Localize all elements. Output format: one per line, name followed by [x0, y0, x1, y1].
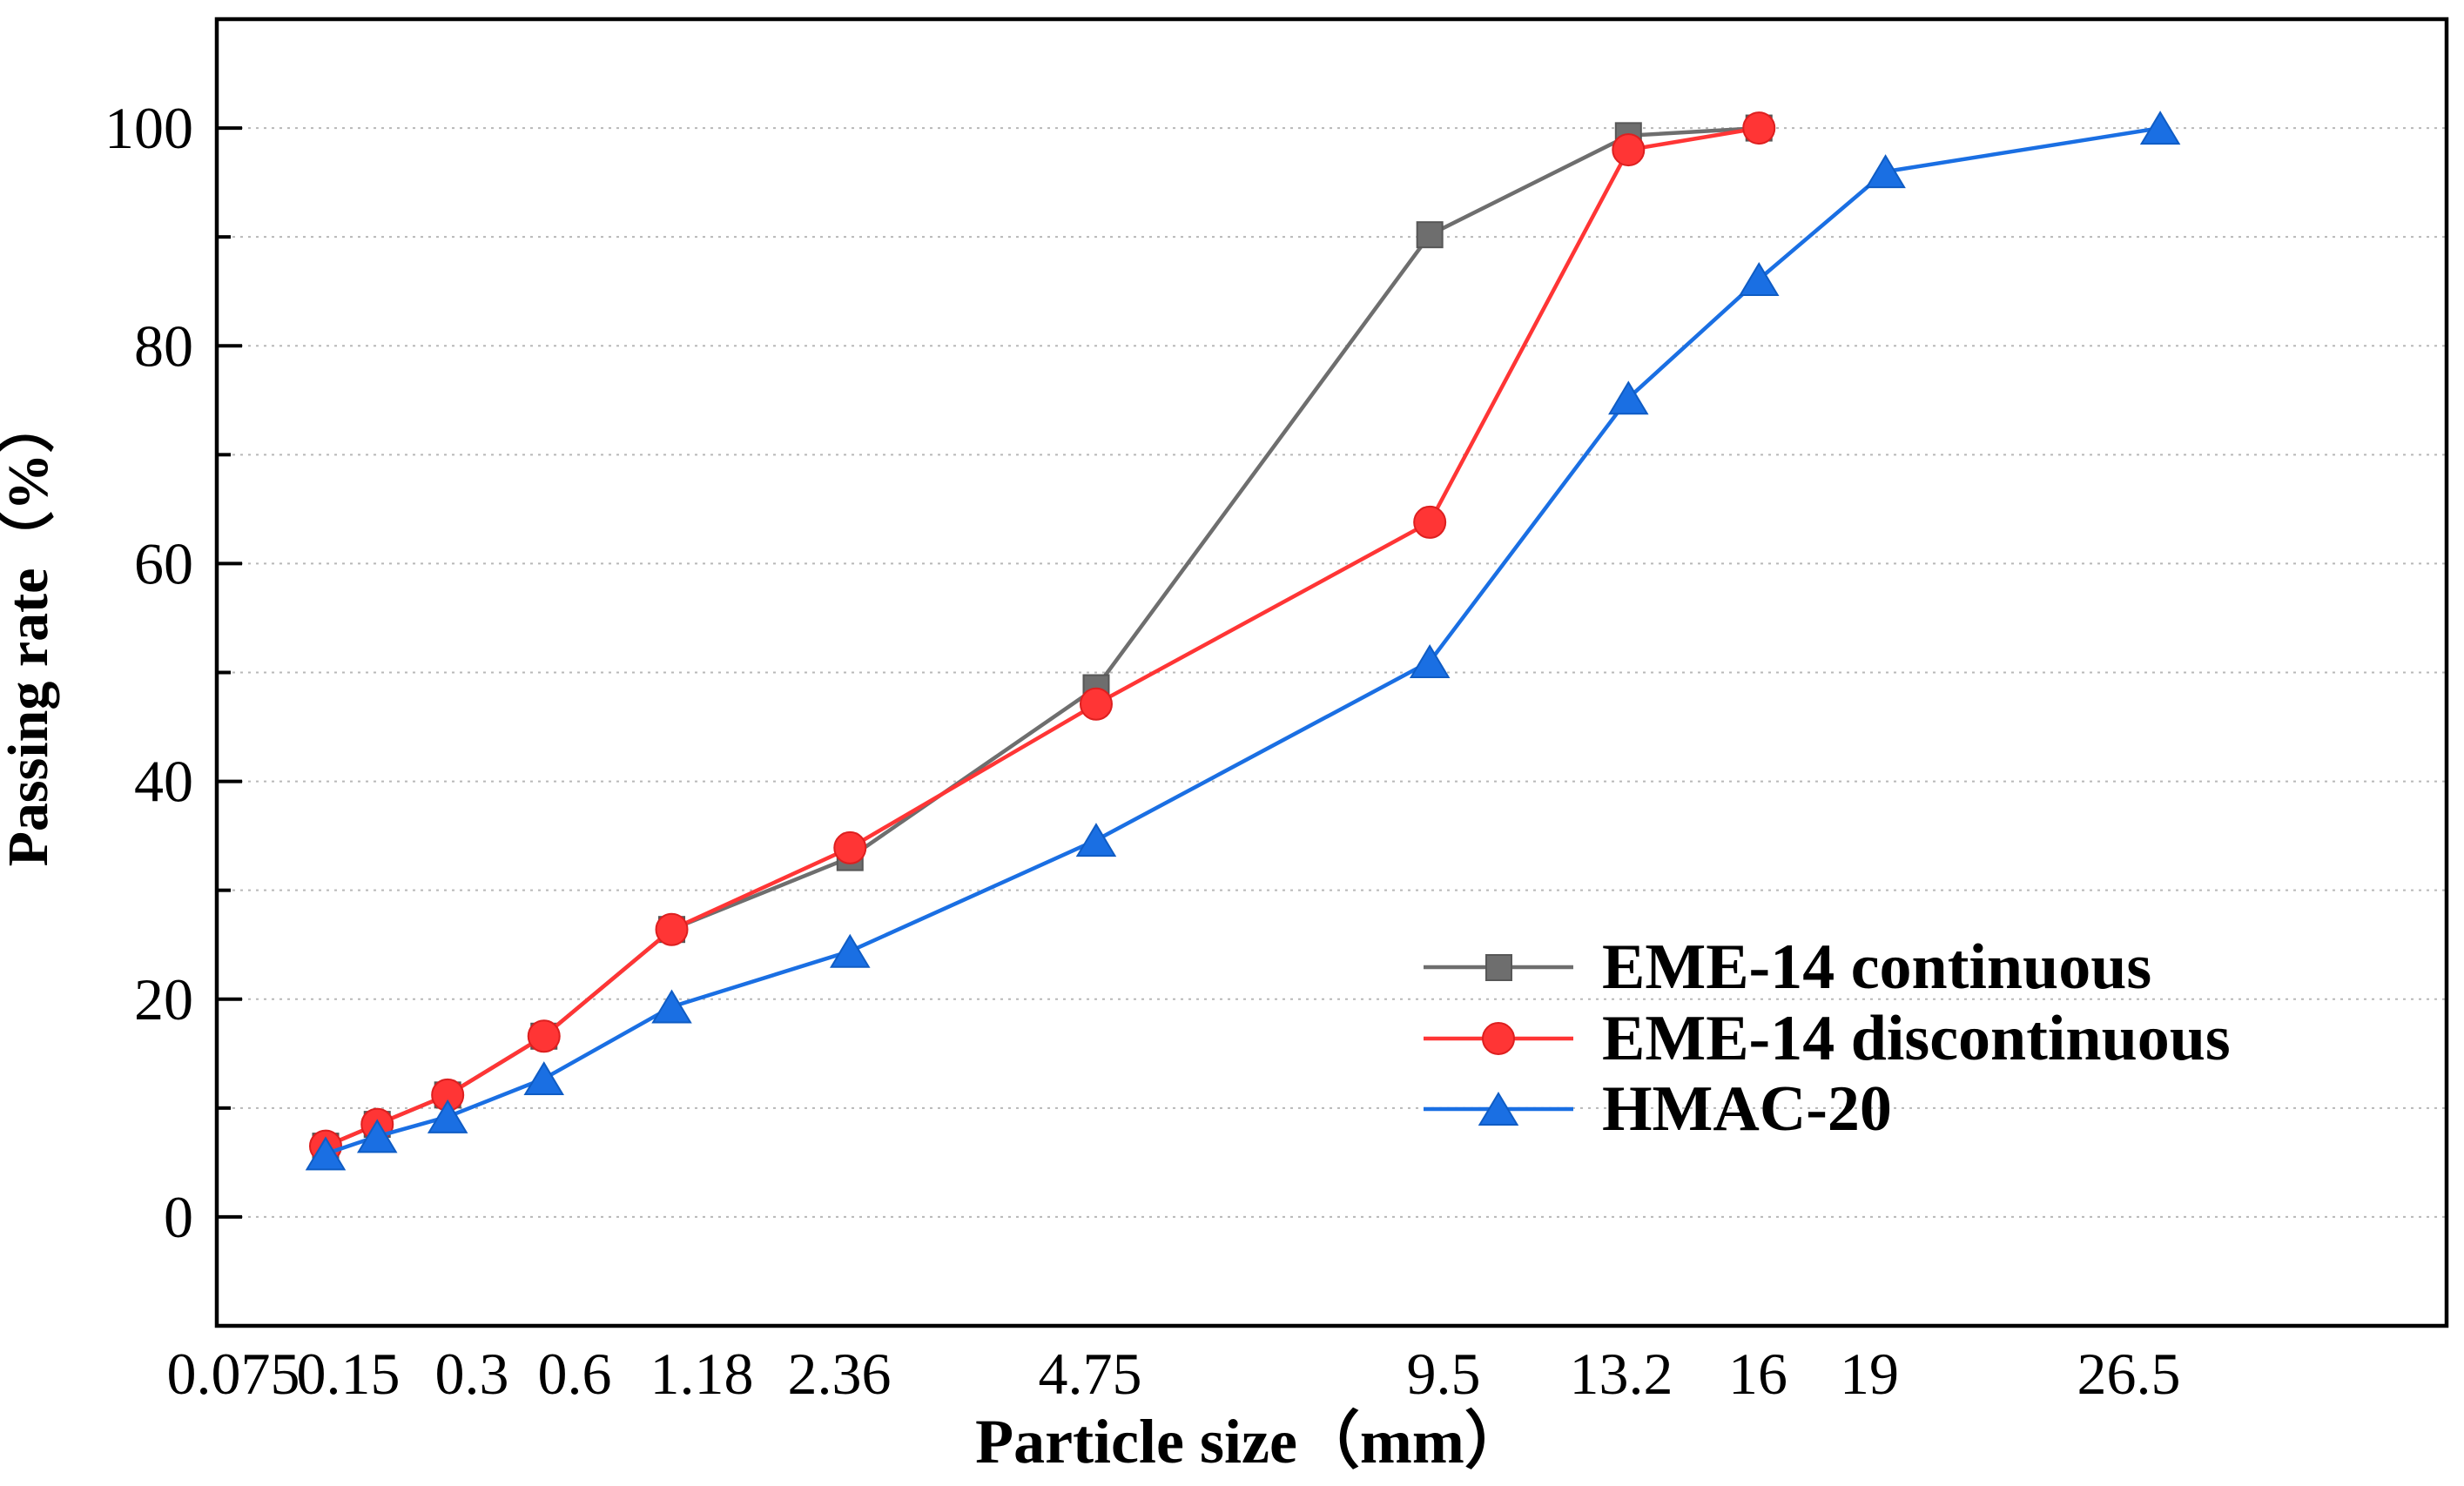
gridlines [217, 127, 2447, 1218]
x-tick-label: 9.5 [1407, 1341, 1481, 1407]
y-axis-title: Passing rate（%） [0, 396, 60, 867]
data-point-hmac-20 [1409, 644, 1451, 678]
legend-label: EME-14 continuous [1602, 931, 2151, 1003]
legend-label: HMAC-20 [1602, 1073, 1892, 1145]
data-point-eme-14-discontinuous [1079, 687, 1113, 721]
y-tick-label: 40 [134, 749, 193, 815]
data-point-eme-14-discontinuous [833, 830, 867, 864]
x-tick-label: 0.075 [167, 1341, 300, 1407]
x-axis-title: Particle size（mm） [975, 1407, 1527, 1476]
series-line-eme-14-discontinuous [325, 125, 1760, 1148]
legend-item-hmac-20: HMAC-20 [1424, 1073, 1892, 1145]
legend-circle-marker [1482, 1022, 1515, 1055]
y-tick-label: 0 [164, 1184, 193, 1250]
data-point-hmac-20 [830, 933, 871, 968]
data-point-eme-14-discontinuous [1742, 111, 1776, 145]
data-point-hmac-20 [1608, 380, 1649, 415]
series-hmac-20 [305, 111, 2181, 1171]
data-point-hmac-20 [427, 1099, 468, 1133]
data-point-eme-14-discontinuous [655, 912, 689, 946]
y-tick-label: 80 [134, 313, 193, 379]
data-point-eme-14-discontinuous [1612, 133, 1646, 167]
data-point-hmac-20 [1738, 261, 1780, 296]
data-point-hmac-20 [651, 989, 692, 1024]
x-tick-label: 0.15 [297, 1341, 401, 1407]
x-tick-label: 4.75 [1039, 1341, 1142, 1407]
data-point-eme-14-continuous [1416, 221, 1444, 249]
x-tick-label: 16 [1728, 1341, 1787, 1407]
x-tick-label: 1.18 [650, 1341, 754, 1407]
x-tick-label: 2.36 [788, 1341, 892, 1407]
legend-item-eme-14-discontinuous: EME-14 discontinuous [1424, 1003, 2231, 1074]
data-point-eme-14-discontinuous [1413, 505, 1447, 539]
y-tick-label: 20 [134, 966, 193, 1032]
x-tick-label: 26.5 [2077, 1341, 2181, 1407]
data-point-eme-14-discontinuous [527, 1019, 561, 1053]
data-point-hmac-20 [2139, 111, 2181, 145]
legend: EME-14 continuous EME-14 discontinuous H… [1424, 931, 2231, 1145]
y-axis-ticks [217, 126, 242, 1219]
legend-label: EME-14 discontinuous [1602, 1003, 2231, 1074]
x-tick-label: 13.2 [1570, 1341, 1673, 1407]
data-point-hmac-20 [356, 1119, 398, 1153]
x-tick-label: 19 [1840, 1341, 1899, 1407]
y-tick-label: 100 [104, 95, 193, 161]
data-point-hmac-20 [1865, 154, 1906, 189]
legend-square-marker [1485, 954, 1512, 981]
data-point-hmac-20 [1075, 823, 1117, 857]
legend-triangle-marker [1478, 1092, 1519, 1126]
legend-item-eme-14-continuous: EME-14 continuous [1424, 931, 2151, 1003]
series-layer [305, 111, 2181, 1171]
x-tick-label: 0.3 [435, 1341, 509, 1407]
data-point-hmac-20 [523, 1061, 565, 1096]
data-point-hmac-20 [305, 1136, 347, 1171]
y-tick-label: 60 [134, 530, 193, 596]
x-tick-label: 0.6 [538, 1341, 612, 1407]
y-axis-tick-labels: 0 20 40 60 80 100 [104, 95, 193, 1250]
